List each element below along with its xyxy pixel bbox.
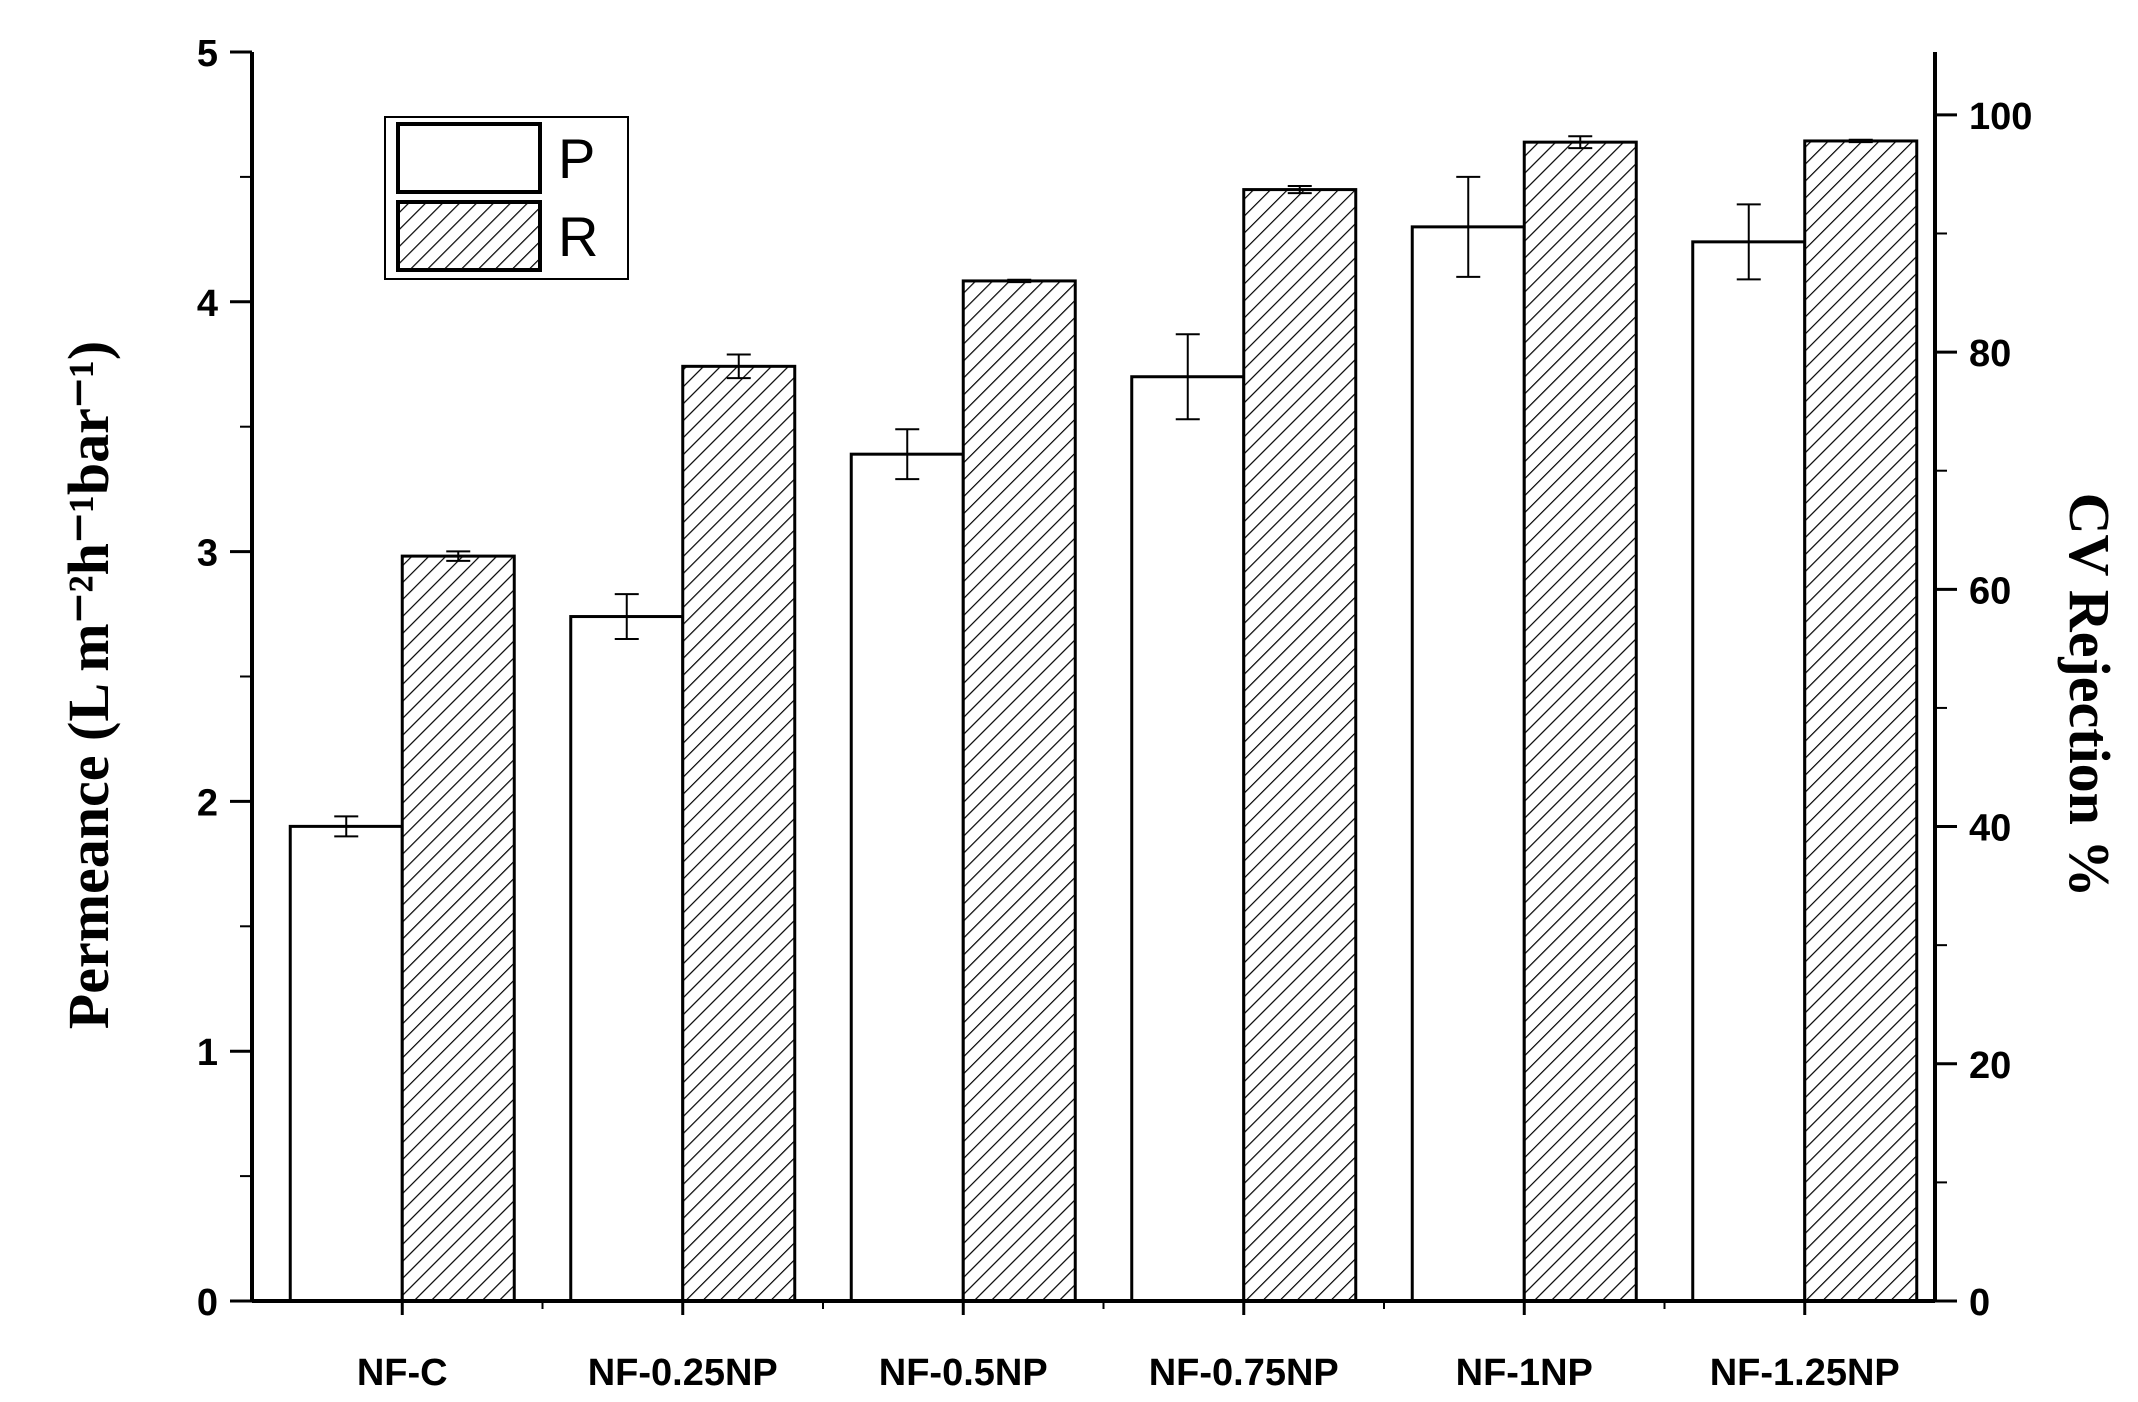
legend-swatch-r	[396, 200, 542, 272]
x-tick-label: NF-C	[357, 1352, 448, 1394]
tick-labels-layer: NF-C NF-0.25NP NF-0.5NP NF-0.75NP NF-1NP NF-1…	[197, 33, 2033, 1394]
y-tick-label: 3	[197, 533, 218, 575]
y2-tick-label: 80	[1969, 333, 2011, 375]
y2-tick-label: 40	[1969, 808, 2011, 850]
y-tick-label: 0	[197, 1282, 218, 1324]
axes-layer	[230, 50, 1957, 1315]
x-tick-label: NF-0.5NP	[879, 1352, 1048, 1394]
y-tick-label: 4	[197, 283, 218, 325]
bar-p-4	[1410, 225, 1526, 1303]
bar-r-2	[961, 279, 1077, 1303]
y2-tick-label: 0	[1969, 1282, 1990, 1324]
bar-r-5	[1803, 139, 1919, 1303]
bar-r-3	[1242, 188, 1358, 1303]
legend-label-r: R	[558, 205, 598, 268]
y-tick-label: 1	[197, 1032, 218, 1074]
bars-layer	[288, 139, 1919, 1303]
x-tick-label: NF-0.75NP	[1149, 1352, 1339, 1394]
bar-p-1	[569, 615, 685, 1303]
y-tick-label: 2	[197, 782, 218, 824]
bar-p-0	[288, 824, 404, 1303]
bar-r-0	[400, 554, 516, 1303]
bar-r-1	[681, 364, 797, 1303]
x-tick-label: NF-0.25NP	[588, 1352, 778, 1394]
legend-swatch-p	[396, 122, 542, 194]
y-tick-label: 5	[197, 33, 218, 75]
y2-tick-label: 20	[1969, 1045, 2011, 1087]
y2-tick-label: 100	[1969, 96, 2032, 138]
x-tick-label: NF-1.25NP	[1710, 1352, 1900, 1394]
bar-p-5	[1691, 240, 1807, 1303]
legend-label-p: P	[558, 127, 595, 190]
y-axis-title: Permeance (L m⁻²h⁻¹bar⁻¹)	[56, 341, 121, 1029]
error-bars-layer	[334, 135, 1873, 838]
y2-tick-label: 60	[1969, 570, 2011, 612]
bar-p-3	[1130, 375, 1246, 1303]
y2-axis-title: CV Rejection %	[2057, 493, 2122, 898]
bar-r-4	[1522, 140, 1638, 1303]
legend: P R	[384, 116, 629, 280]
bar-p-2	[849, 452, 965, 1303]
x-tick-label: NF-1NP	[1456, 1352, 1593, 1394]
